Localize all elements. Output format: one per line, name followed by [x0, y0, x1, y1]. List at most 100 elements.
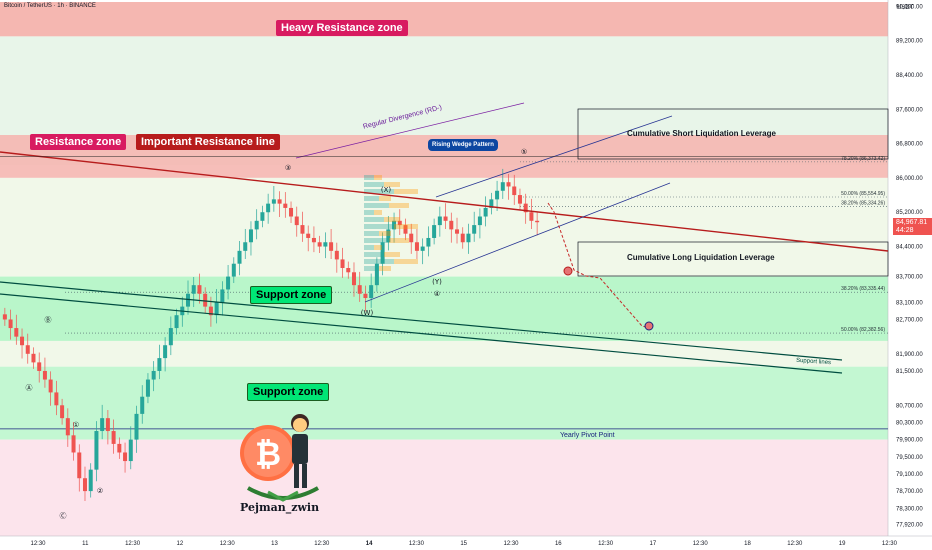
current-price-countdown: 44:28	[896, 227, 914, 234]
candle-body	[329, 242, 334, 251]
x-tick-label: 12:30	[409, 541, 425, 547]
y-tick-label: 86,800.00	[896, 142, 923, 148]
candle-body	[25, 345, 30, 354]
candle-body	[483, 207, 488, 217]
y-axis-panel	[888, 0, 932, 550]
candle-body	[266, 203, 271, 213]
candle-body	[237, 250, 242, 264]
divergence-line	[295, 102, 525, 159]
candle-body	[357, 285, 362, 294]
candle-body	[535, 220, 540, 223]
volume-profile-bar	[364, 203, 389, 208]
x-tick-label: 12:30	[125, 541, 141, 547]
x-tick-label: 13	[271, 541, 278, 547]
candle-body	[311, 237, 316, 243]
x-tick-label: 12:30	[693, 541, 709, 547]
y-tick-label: 78,300.00	[896, 506, 923, 512]
currency-label: USDT	[897, 5, 914, 11]
heavy-resistance-label: Heavy Resistance zone	[276, 20, 408, 36]
candle-body	[8, 319, 13, 329]
y-tick-label: 86,000.00	[896, 176, 923, 182]
wave-label: ②	[97, 487, 103, 495]
candle-body	[374, 263, 379, 286]
candle-body	[271, 199, 276, 204]
projection-path	[547, 202, 651, 329]
support-zone-label-upper: Support zone	[250, 286, 333, 304]
candle-body	[220, 289, 225, 303]
candle-body	[455, 229, 460, 234]
candle-body	[500, 182, 505, 191]
candle-body	[392, 220, 397, 230]
candle-body	[414, 242, 419, 251]
candle-body	[100, 418, 105, 432]
fib-level-label: 38.20% (85,334.26)	[841, 200, 885, 206]
candle-body	[37, 362, 42, 371]
candle-body	[340, 259, 345, 268]
candle-body	[506, 182, 511, 187]
lower-pink-band	[0, 439, 888, 536]
volume-profile-bar	[394, 224, 418, 229]
candle-body	[466, 233, 471, 243]
candle-body	[472, 225, 477, 234]
wave-label: ④	[434, 290, 440, 298]
x-tick-label: 15	[460, 541, 467, 547]
x-tick-label: 12:30	[787, 541, 803, 547]
x-tick-label: 12	[177, 541, 184, 547]
candle-body	[214, 302, 219, 316]
candle-body	[306, 233, 311, 238]
volume-profile-bar	[374, 175, 382, 180]
fib-level-label: 50.00% (85,554.95)	[841, 191, 885, 197]
candle-body	[208, 306, 213, 316]
important-resistance-label: Important Resistance line	[136, 134, 280, 150]
support-line-upper	[0, 281, 843, 361]
y-tick-label: 89,200.00	[896, 39, 923, 45]
candle-body	[157, 358, 162, 371]
candle-body	[231, 263, 236, 277]
candle-body	[2, 314, 7, 320]
current-price-tag: 84,967.81 44:28	[893, 218, 932, 235]
volume-profile-bar	[384, 217, 400, 222]
candle-body	[386, 229, 391, 243]
candle-body	[14, 328, 19, 337]
candle-body	[145, 379, 150, 397]
candle-body	[117, 443, 122, 453]
candle-body	[54, 392, 59, 406]
volume-profile-bar	[389, 203, 409, 208]
y-tick-label: 80,700.00	[896, 403, 923, 409]
wave-label: (Y)	[432, 278, 442, 286]
candle-body	[197, 285, 202, 294]
resistance-zone-label: Resistance zone	[30, 134, 127, 150]
y-tick-label: 81,900.00	[896, 352, 923, 358]
candle-body	[151, 370, 156, 380]
y-tick-label: 83,700.00	[896, 275, 923, 281]
candle-body	[111, 431, 116, 444]
target-marker-2	[644, 321, 654, 331]
volume-profile-bar	[364, 259, 394, 264]
candle-body	[477, 216, 482, 226]
volume-profile-bar	[389, 238, 409, 243]
fib-level-label: 38.20% (83,335.44)	[841, 286, 885, 292]
volume-profile-bar	[364, 189, 394, 194]
candle-body	[260, 212, 265, 221]
volume-profile-bar	[384, 182, 400, 187]
y-tick-label: 87,600.00	[896, 107, 923, 113]
candle-body	[334, 250, 339, 260]
volume-profile-bar	[384, 252, 400, 257]
y-tick-label: 78,700.00	[896, 489, 923, 495]
yearly-pivot-label: Yearly Pivot Point	[560, 432, 615, 439]
volume-profile-bar	[379, 196, 391, 201]
candle-body	[323, 242, 328, 247]
wave-label: (W)	[361, 309, 374, 317]
long-liquidation-label: Cumulative Long Liquidation Leverage	[627, 253, 775, 262]
candle-body	[71, 435, 76, 453]
candle-body	[65, 418, 70, 436]
volume-profile-bar	[364, 224, 394, 229]
y-tick-label: 81,500.00	[896, 369, 923, 375]
candle-body	[82, 478, 87, 492]
volume-profile-bar	[394, 259, 418, 264]
fib-level-label: 50.00% (82,382.56)	[841, 327, 885, 333]
x-tick-label: 16	[555, 541, 562, 547]
wave-label: ③	[285, 164, 291, 172]
